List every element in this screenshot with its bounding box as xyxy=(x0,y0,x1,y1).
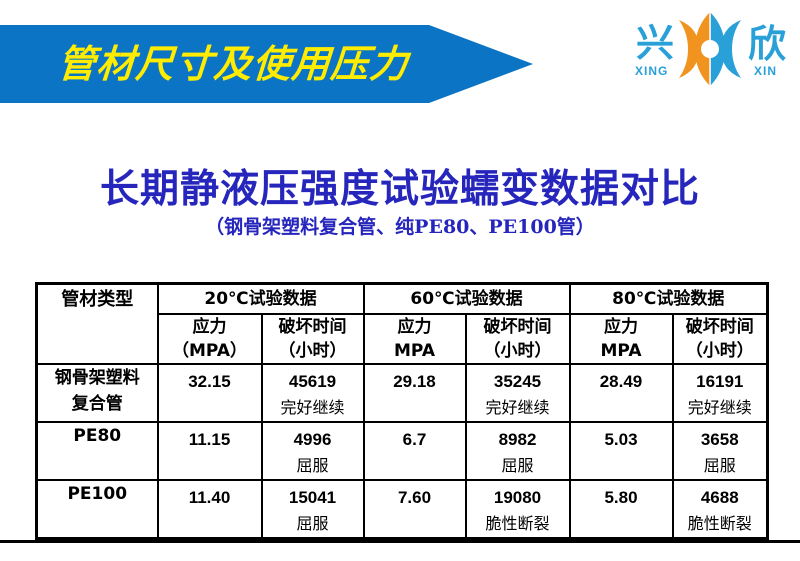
time-value: 16191 xyxy=(696,372,744,391)
cell-stress-80c: 28.49 xyxy=(568,363,674,423)
bottom-divider xyxy=(0,540,800,543)
table-row-steel-composite: 钢骨架塑料 复合管 32.15 45619 完好继续 29.18 35245 完… xyxy=(35,363,769,423)
cell-time-80c: 4688 脆性断裂 xyxy=(671,479,769,540)
logo-emblem-icon xyxy=(679,12,741,86)
group-header-80c: 80℃试验数据 xyxy=(568,282,769,315)
result-note: 完好继续 xyxy=(280,398,345,417)
cell-stress-20c: 32.15 xyxy=(156,363,263,423)
stress-value: 7.60 xyxy=(397,488,432,507)
time-value: 4996 xyxy=(293,430,332,449)
time-value: 15041 xyxy=(288,488,337,507)
time-unit: （小时） xyxy=(278,341,347,361)
column-header-time-80c: 破坏时间 （小时） xyxy=(671,313,769,365)
logo-char-xing: 兴 xyxy=(636,21,675,65)
table-sub-header-row: 应力 （MPA） 破坏时间 （小时） 应力 MPA 破坏时间 （小时） 应力 M… xyxy=(37,313,769,365)
time-value: 8982 xyxy=(498,430,537,449)
time-value: 19080 xyxy=(493,488,542,507)
stress-value: 11.15 xyxy=(188,430,231,449)
stress-unit: MPA xyxy=(600,341,642,361)
result-note: 屈服 xyxy=(296,456,329,475)
cell-time-20c: 15041 屈服 xyxy=(260,479,365,540)
table-row-pe100: PE100 11.40 15041 屈服 7.60 19080 脆性断裂 5.8… xyxy=(35,479,769,540)
stress-label: 应力 xyxy=(604,317,638,337)
row-label: PE80 xyxy=(35,421,159,481)
column-header-time-20c: 破坏时间 （小时） xyxy=(260,313,365,365)
result-note: 脆性断裂 xyxy=(687,514,752,533)
column-header-stress-20c: 应力 （MPA） xyxy=(156,313,263,365)
row-label-line1: PE100 xyxy=(67,484,128,504)
row-label: 钢骨架塑料 复合管 xyxy=(35,363,159,423)
result-note: 屈服 xyxy=(296,514,329,533)
stress-unit: MPA xyxy=(394,341,435,361)
logo-text-xin: XIN xyxy=(754,64,778,78)
column-header-pipe-type: 管材类型 xyxy=(35,282,159,365)
result-note: 完好继续 xyxy=(485,398,550,417)
cell-time-60c: 8982 屈服 xyxy=(464,421,571,481)
stress-unit: （MPA） xyxy=(172,341,247,361)
stress-value: 5.80 xyxy=(604,488,638,507)
cell-stress-80c: 5.03 xyxy=(568,421,674,481)
row-label-line1: 钢骨架塑料 xyxy=(54,368,140,388)
time-value: 3658 xyxy=(700,430,739,449)
logo-char-xin: 欣 xyxy=(748,22,787,66)
table-row-pe80: PE80 11.15 4996 屈服 6.7 8982 屈服 5.03 3658… xyxy=(35,421,769,481)
row-label-line1: PE80 xyxy=(73,426,122,446)
cell-time-80c: 3658 屈服 xyxy=(671,421,769,481)
stress-value: 29.18 xyxy=(393,372,436,391)
stress-value: 5.03 xyxy=(604,430,638,449)
cell-stress-60c: 7.60 xyxy=(362,479,467,540)
column-header-stress-60c: 应力 MPA xyxy=(362,313,467,365)
column-header-time-60c: 破坏时间 （小时） xyxy=(464,313,571,365)
cell-stress-60c: 29.18 xyxy=(362,363,467,423)
cell-stress-20c: 11.40 xyxy=(156,479,263,540)
stress-value: 6.7 xyxy=(402,430,427,449)
result-note: 完好继续 xyxy=(687,398,752,417)
section-banner-arrow: 管材尺寸及使用压力 xyxy=(0,25,533,103)
time-value: 4688 xyxy=(700,488,739,507)
stress-label: 应力 xyxy=(192,317,227,337)
page-title: 长期静液压强度试验蠕变数据对比 xyxy=(99,166,700,212)
result-note: 屈服 xyxy=(703,456,736,475)
result-note: 脆性断裂 xyxy=(485,514,550,533)
column-header-stress-80c: 应力 MPA xyxy=(568,313,674,365)
time-value: 45619 xyxy=(288,372,337,391)
stress-value: 28.49 xyxy=(599,372,643,391)
page-subtitle: （钢骨架塑料复合管、纯PE80、PE100管） xyxy=(205,216,595,238)
stress-value: 11.40 xyxy=(188,488,231,507)
time-label: 破坏时间 xyxy=(483,317,552,337)
result-note: 屈服 xyxy=(501,456,534,475)
cell-time-20c: 4996 屈服 xyxy=(260,421,365,481)
time-label: 破坏时间 xyxy=(685,317,754,337)
cell-time-60c: 19080 脆性断裂 xyxy=(464,479,571,540)
cell-time-20c: 45619 完好继续 xyxy=(260,363,365,423)
row-label: PE100 xyxy=(35,479,159,540)
banner-title: 管材尺寸及使用压力 xyxy=(55,42,411,86)
table-group-header-row: 管材类型 20℃试验数据 60℃试验数据 80℃试验数据 xyxy=(35,282,769,365)
stress-label: 应力 xyxy=(397,317,432,337)
cell-time-80c: 16191 完好继续 xyxy=(671,363,769,423)
time-unit: （小时） xyxy=(483,341,552,361)
time-unit: （小时） xyxy=(685,341,754,361)
time-label: 破坏时间 xyxy=(278,317,347,337)
group-header-60c: 60℃试验数据 xyxy=(362,282,571,315)
cell-time-60c: 35245 完好继续 xyxy=(464,363,571,423)
cell-stress-80c: 5.80 xyxy=(568,479,674,540)
creep-data-table: 管材类型 20℃试验数据 60℃试验数据 80℃试验数据 应力 （MPA） 破坏… xyxy=(35,282,769,540)
group-header-20c: 20℃试验数据 xyxy=(156,282,365,315)
row-label-line2: 复合管 xyxy=(71,394,123,414)
stress-value: 32.15 xyxy=(188,372,231,391)
logo-text-xing: XING xyxy=(635,64,669,78)
cell-stress-20c: 11.15 xyxy=(156,421,263,481)
cell-stress-60c: 6.7 xyxy=(362,421,467,481)
time-value: 35245 xyxy=(493,372,542,391)
company-logo: 兴 XING 欣 XIN xyxy=(630,8,800,96)
